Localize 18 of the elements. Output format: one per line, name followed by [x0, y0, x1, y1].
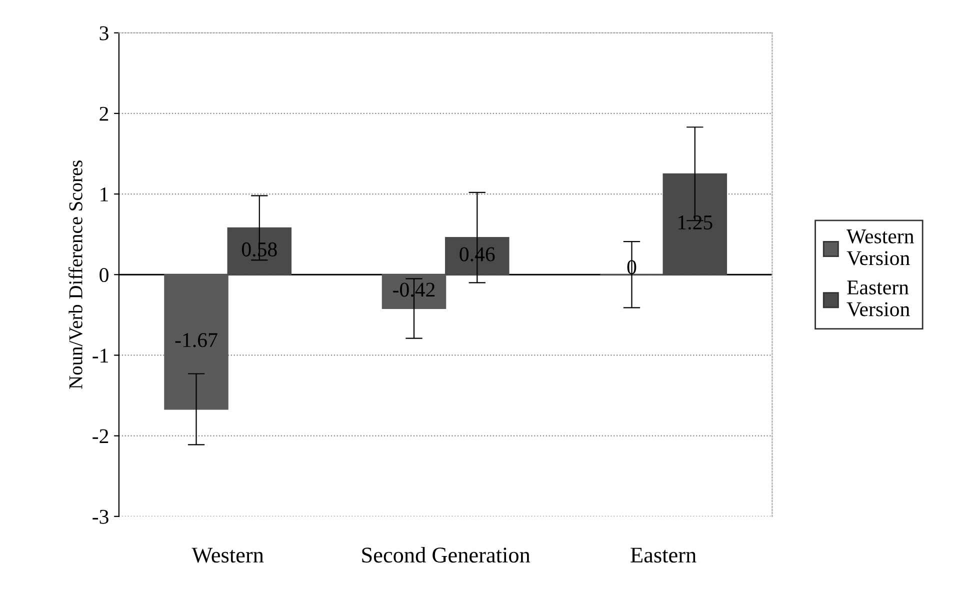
y-tick-label: -2: [92, 429, 108, 444]
legend-label: Eastern Version: [846, 280, 910, 316]
y-tick-label: -3: [92, 510, 108, 524]
legend-label: Western Version: [846, 230, 914, 266]
y-tick-label: 0: [100, 268, 108, 282]
data-label: -1.67: [175, 333, 218, 348]
bar: [662, 173, 728, 276]
data-label: 1.25: [678, 215, 712, 230]
y-tick-label: 3: [100, 26, 108, 40]
x-tick-label: Western: [192, 548, 264, 563]
y-axis-title: Noun/Verb Difference Scores: [68, 160, 82, 389]
y-tick-label: -1: [92, 348, 108, 362]
y-tick-label: 2: [100, 106, 108, 121]
y-tick-label: 1: [100, 188, 108, 202]
bar: [227, 227, 292, 276]
bar: [164, 274, 228, 410]
x-tick-label: Eastern: [630, 548, 696, 563]
x-tick-label: Second Generation: [362, 546, 530, 563]
